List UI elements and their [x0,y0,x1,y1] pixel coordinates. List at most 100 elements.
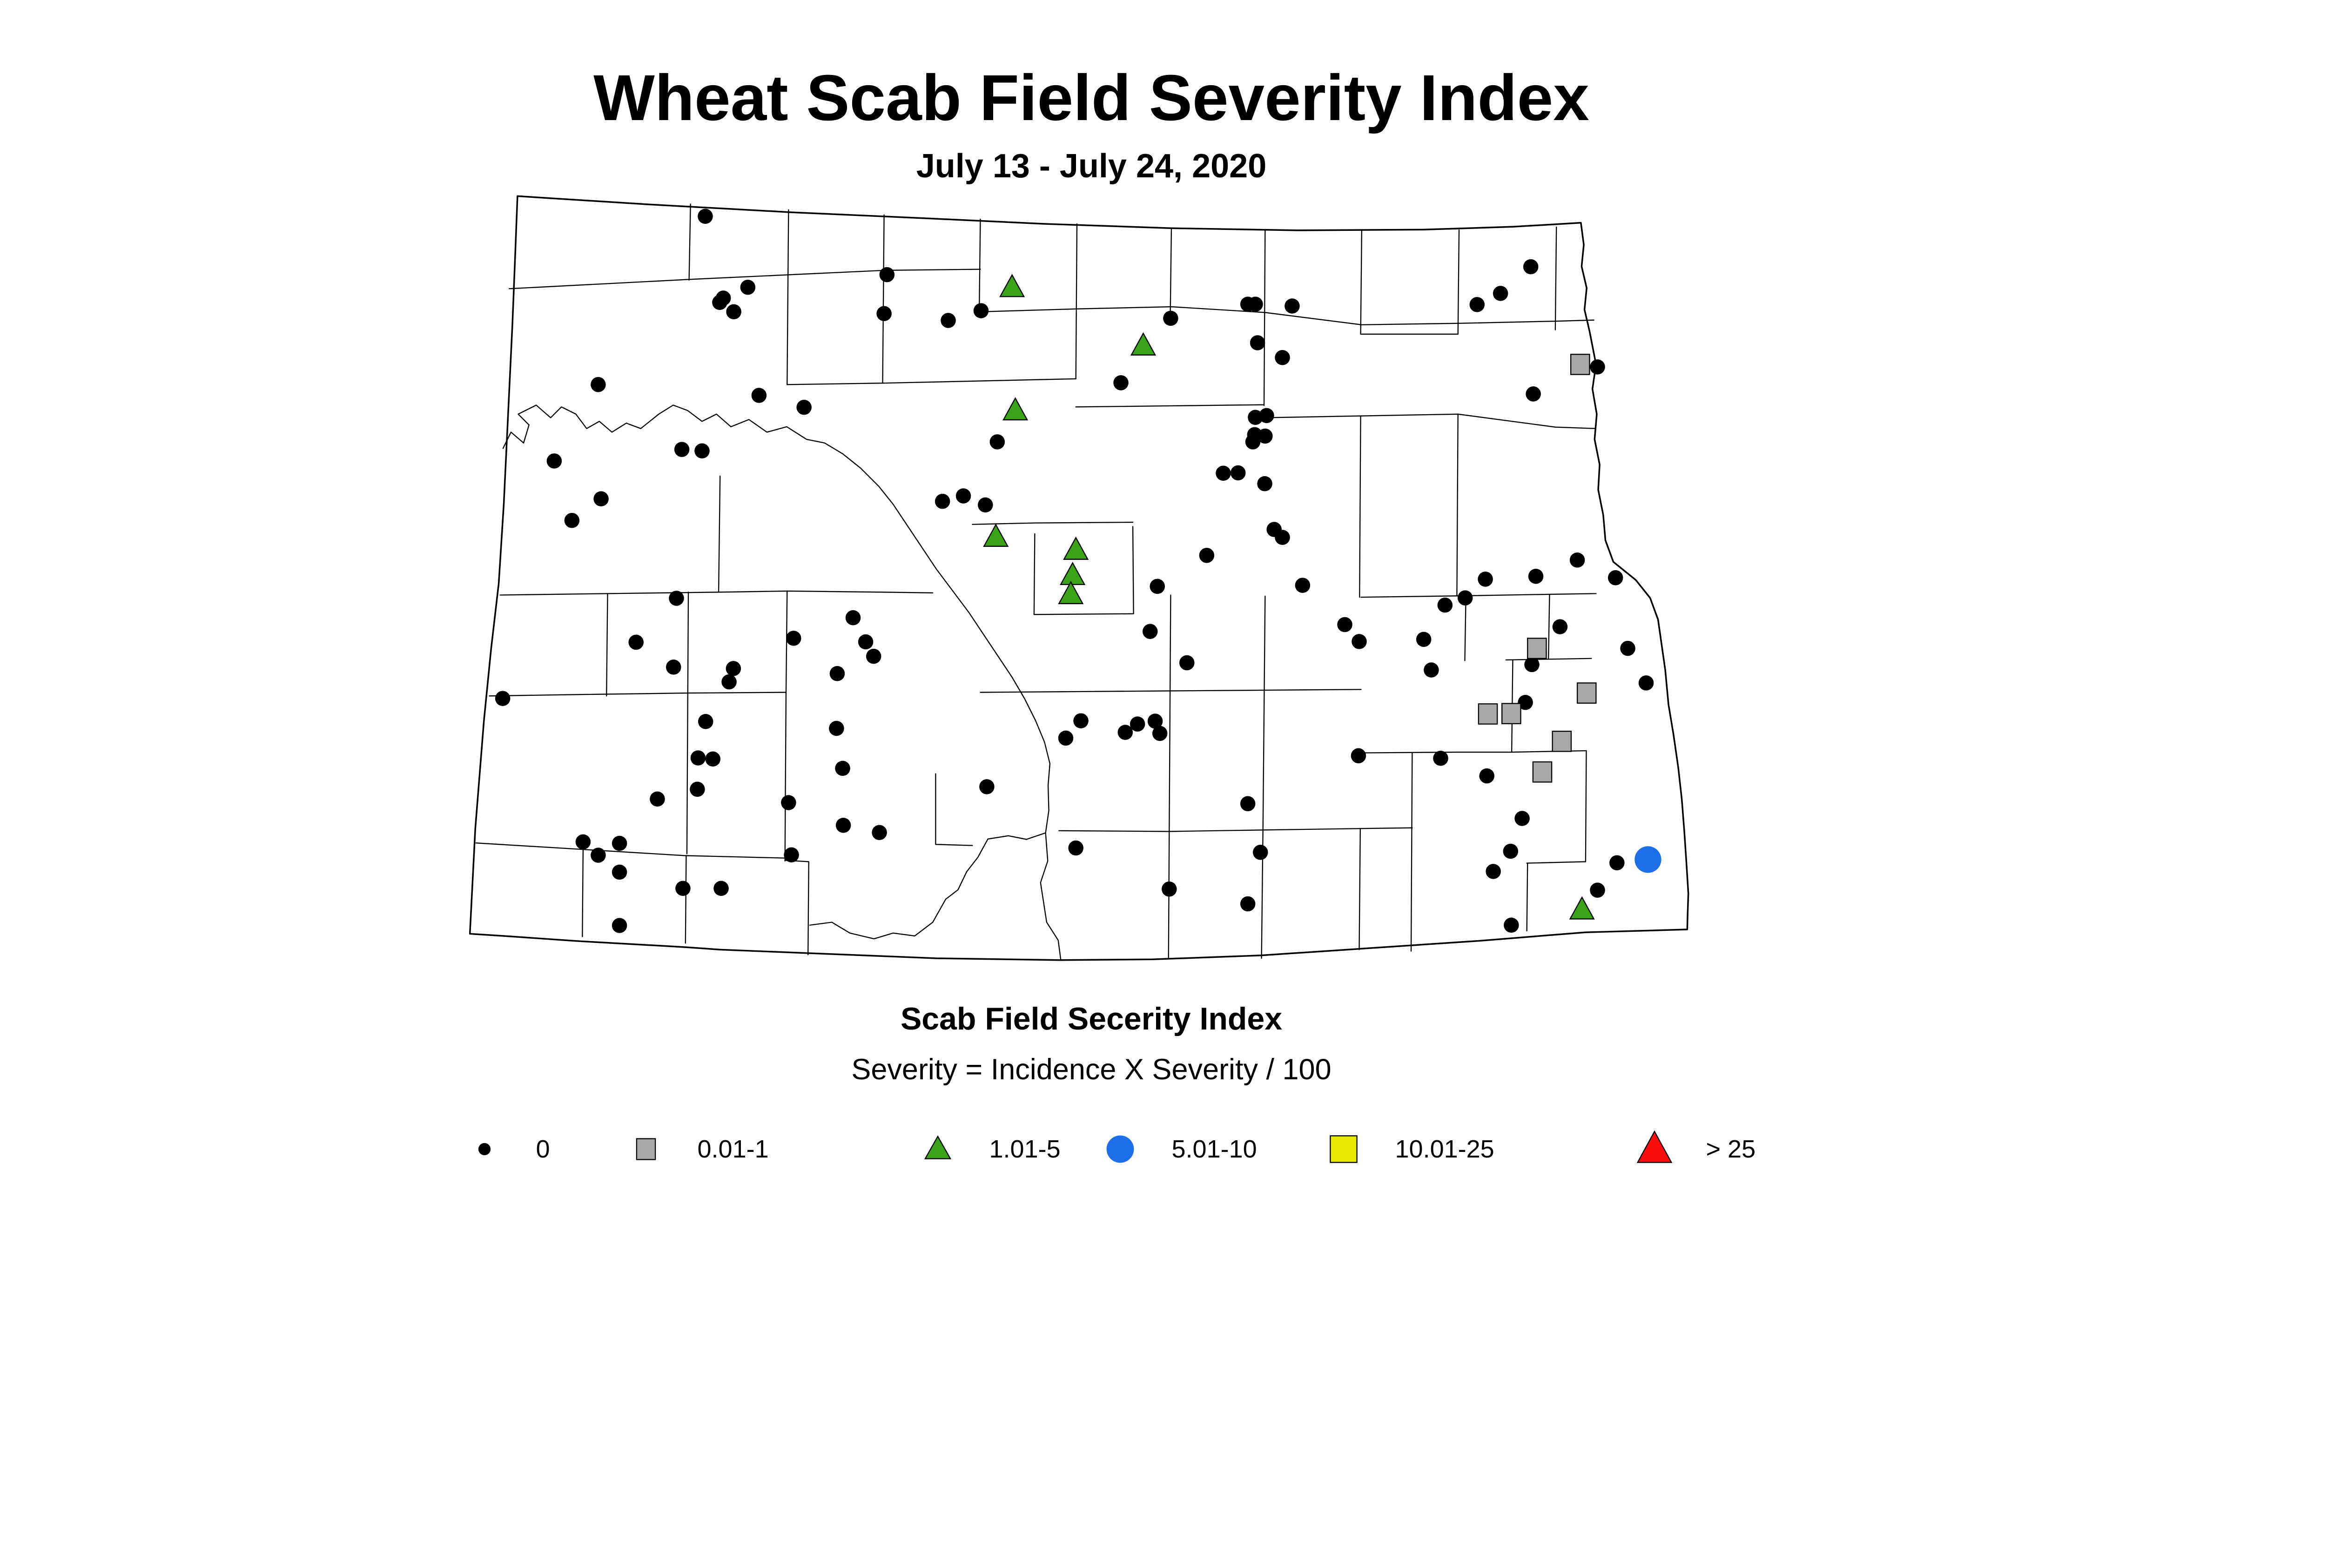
severity-point-dot [1526,386,1541,402]
severity-point-dot [612,835,627,851]
legend-title: Scab Field Secerity Index [900,1001,1283,1037]
severity-point-triangle [1130,332,1157,356]
severity-point-dot [1162,881,1177,897]
severity-point-dot [1416,632,1432,647]
severity-points-layer [495,209,1661,933]
severity-point-dot [495,691,511,706]
severity-point-dot [628,634,644,650]
severity-point-dot [1258,428,1273,444]
severity-point-dot [1163,310,1178,326]
severity-point-dot [1638,675,1654,691]
severity-point-dot [1068,840,1083,856]
severity-point-square [1532,761,1553,783]
severity-point-dot [546,453,562,469]
legend-label: 5.01-10 [1171,1135,1257,1164]
severity-point-dot [593,491,609,506]
legend-formula: Severity = Incidence X Severity / 100 [851,1053,1332,1086]
severity-point-circle [1634,846,1661,873]
legend-label: 0 [536,1135,550,1164]
square-marker-icon [636,1138,656,1160]
severity-point-dot [1503,843,1519,859]
river-lines [502,404,1062,960]
severity-point-dot [1117,725,1133,740]
severity-point-dot [751,388,767,403]
severity-point-dot [1245,434,1261,450]
state-outline [469,195,1689,961]
severity-point-dot [1351,748,1366,763]
severity-point-dot [1352,633,1367,649]
severity-point-dot [666,659,681,675]
severity-point-dot [858,634,874,650]
severity-point-dot [705,751,720,767]
severity-point-dot [1552,619,1568,634]
severity-point-dot [781,794,796,810]
severity-point-triangle [983,523,1009,547]
severity-point-dot [1259,408,1274,423]
severity-point-dot [876,306,892,321]
severity-point-dot [721,674,737,690]
legend-item-5: > 25 [1628,1116,1755,1183]
severity-point-dot [591,848,606,863]
severity-point-dot [694,443,710,458]
severity-point-dot [591,377,606,392]
severity-point-dot [1620,640,1635,656]
north-dakota-map [468,187,1715,969]
severity-point-dot [1433,750,1448,766]
severity-point-dot [740,279,756,295]
severity-point-triangle [999,274,1025,297]
severity-point-dot [835,760,850,776]
severity-point-dot [784,847,799,862]
severity-point-dot [1486,863,1501,879]
severity-point-dot [1230,465,1246,481]
severity-point-triangle [924,1135,952,1160]
severity-point-dot [786,630,801,646]
severity-point-dot [1493,285,1508,301]
severity-point-dot [698,713,713,729]
severity-point-dot [674,442,690,457]
severity-point-dot [1295,578,1311,593]
severity-point-dot [1504,917,1519,933]
legend-item-2: 1.01-5 [911,1116,1061,1183]
dot-marker-icon [478,1143,491,1156]
severity-point-dot [1073,713,1089,728]
severity-point-dot [1275,530,1290,545]
severity-point-square [636,1138,656,1160]
severity-point-dot [1437,597,1453,613]
legend-label: > 25 [1706,1135,1756,1164]
severity-point-dot [866,648,881,664]
legend-item-3: 5.01-10 [1093,1116,1257,1183]
severity-point-dot [1607,570,1623,585]
severity-point-dot [1457,590,1473,606]
severity-point-dot [1275,350,1290,365]
legend-label: 1.01-5 [989,1135,1061,1164]
severity-point-dot [1199,547,1215,563]
county-lines [475,203,1597,959]
severity-point-dot [973,303,989,318]
severity-point-dot [1130,716,1145,732]
severity-point-dot [979,779,995,794]
severity-point-dot [1257,476,1272,491]
severity-point-dot [564,512,580,528]
severity-point-dot [1179,655,1195,671]
severity-point-dot [675,881,691,896]
legend: 0 0.01-1 1.01-5 5.01-10 10.01-25 > 25 [0,1116,2327,1183]
severity-point-dot [835,817,851,833]
severity-point-dot [1524,657,1540,672]
severity-point-dot [1337,617,1352,633]
severity-point-dot [935,493,950,509]
severity-point-dot [1285,298,1300,314]
severity-point-dot [1147,713,1163,729]
page-title: Wheat Scab Field Severity Index [593,61,1589,134]
severity-point-dot [669,590,684,606]
severity-point-dot [955,488,971,504]
severity-point-dot [690,750,706,766]
severity-point-dot [1569,552,1585,568]
severity-point-triangle [1060,561,1086,585]
severity-point-dot [978,497,993,512]
severity-point-dot [612,864,627,880]
severity-point-dot [726,660,741,676]
severity-point-dot [879,267,895,283]
map-canvas [469,195,1689,961]
report-page: Wheat Scab Field Severity Index July 13 … [0,61,2327,1183]
severity-point-dot [612,918,627,933]
